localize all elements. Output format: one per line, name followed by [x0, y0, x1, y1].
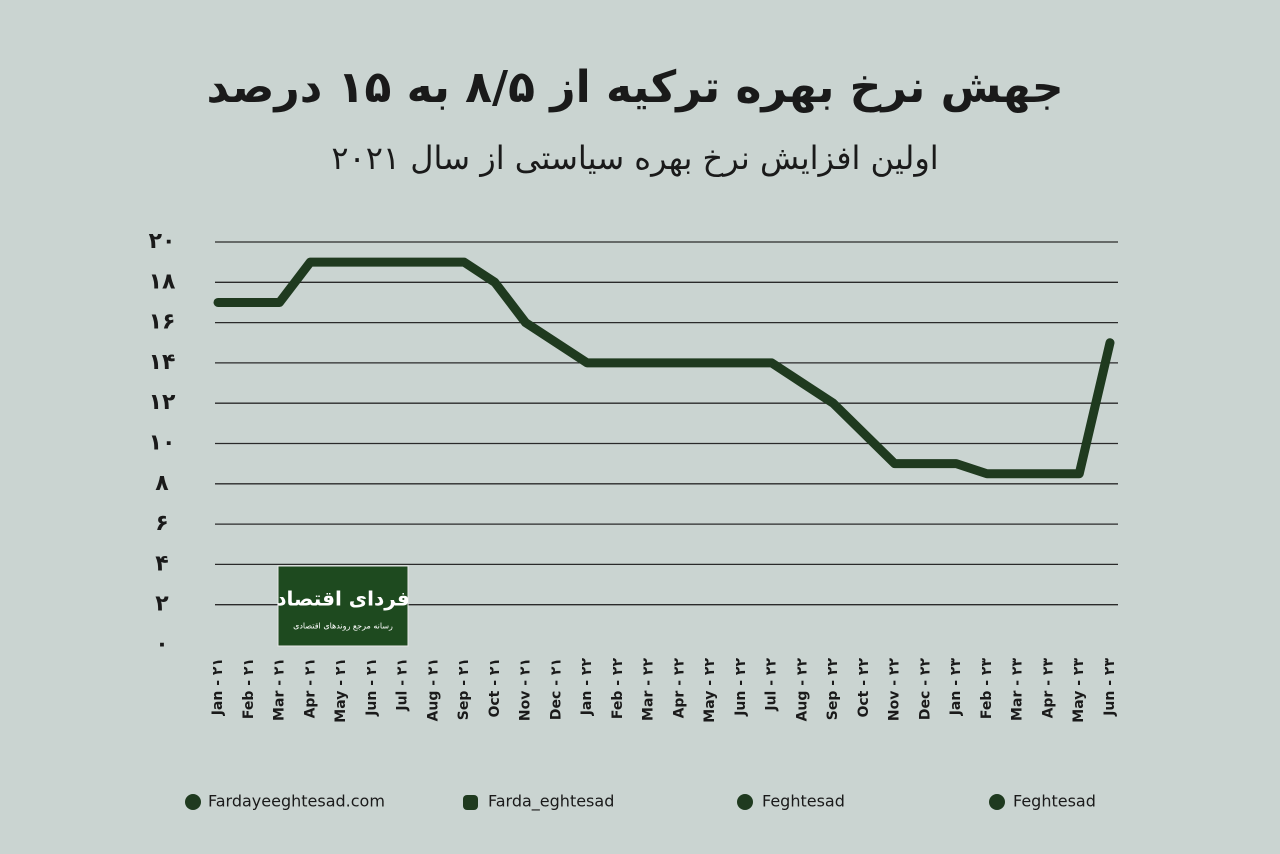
x-tick-label: Aug - ۲۱ [425, 658, 441, 721]
x-tick-label: Apr - ۲۱ [302, 658, 318, 718]
y-tick-label: ۲۰ [149, 229, 176, 254]
y-tick-label: ۱۰ [149, 431, 176, 456]
x-tick-label: Jun - ۲۳ [1102, 658, 1118, 717]
logo-box [277, 565, 409, 647]
x-tick-label: Sep - ۲۲ [825, 658, 841, 721]
x-tick-label: Dec - ۲۲ [917, 658, 933, 721]
data-line [213, 257, 1115, 479]
x-tick-label: Apr - ۲۳ [1040, 658, 1056, 719]
x-tick-label: Aug - ۲۲ [794, 658, 810, 722]
logo: فردای اقتصاد رسانه مرجع روندهای اقتصادی [276, 565, 410, 647]
x-tick-label: Jul - ۲۲ [764, 658, 780, 712]
x-tick-label: Feb - ۲۳ [979, 658, 995, 720]
x-tick-label: Jan - ۲۱ [210, 658, 226, 716]
x-tick-label: Feb - ۲۲ [610, 658, 626, 720]
x-tick-label: Jun - ۲۱ [364, 658, 380, 717]
y-tick-label: ۸ [155, 471, 169, 496]
y-tick-label: ۲ [155, 592, 169, 617]
x-tick-label: May - ۲۳ [1071, 658, 1087, 723]
logo-name: فردای اقتصاد [276, 587, 410, 611]
y-tick-label: ۱۸ [149, 269, 176, 294]
instagram-icon [463, 795, 478, 810]
footer-link: Feghtesad [1013, 792, 1096, 811]
x-tick-label: May - ۲۱ [333, 658, 349, 723]
y-tick-label: ۱۲ [149, 390, 176, 415]
y-tick-label: ۶ [155, 511, 168, 536]
x-tick-label: Sep - ۲۱ [456, 658, 472, 720]
footer-link: Farda_eghtesad [488, 792, 614, 812]
y-tick-label: ۰ [155, 632, 168, 657]
x-tick-label: Dec - ۲۱ [548, 658, 564, 720]
web-icon [185, 794, 201, 810]
x-tick-label: Mar - ۲۲ [641, 658, 657, 721]
x-tick-label: Jan - ۲۲ [579, 658, 595, 717]
y-tick-label: ۱۴ [149, 350, 176, 375]
x-tick-label: Apr - ۲۲ [671, 658, 687, 719]
footer: Fardayeeghtesad.com Farda_eghtesad Feght… [185, 792, 1096, 812]
x-tick-label: Jan - ۲۳ [948, 658, 964, 717]
x-tick-label: Jun - ۲۲ [733, 658, 749, 717]
x-tick-label: Mar - ۲۳ [1010, 658, 1026, 721]
logo-tagline: رسانه مرجع روندهای اقتصادی [293, 622, 393, 631]
x-tick-label: Mar - ۲۱ [272, 658, 288, 721]
x-tick-label: Nov - ۲۲ [887, 658, 903, 722]
chart-title: جهش نرخ بهره ترکیه از ۸/۵ به ۱۵ درصد [206, 62, 1063, 113]
chart-subtitle: اولین افزایش نرخ بهره سیاستی از سال ۲۰۲۱ [331, 139, 938, 177]
x-tick-label: May - ۲۲ [702, 658, 718, 723]
x-tick-label: Oct - ۲۲ [856, 658, 872, 718]
y-tick-label: ۱۶ [149, 310, 176, 335]
twitter-icon [989, 794, 1005, 810]
footer-link: Fardayeeghtesad.com [208, 792, 385, 811]
y-tick-label: ۴ [155, 551, 168, 576]
x-tick-label: Nov - ۲۱ [518, 658, 534, 721]
x-tick-label: Oct - ۲۱ [487, 658, 503, 718]
footer-link: Feghtesad [762, 792, 845, 811]
x-tick-label: Jul - ۲۱ [395, 658, 411, 712]
telegram-icon [737, 794, 753, 810]
x-tick-label: Feb - ۲۱ [241, 658, 257, 719]
